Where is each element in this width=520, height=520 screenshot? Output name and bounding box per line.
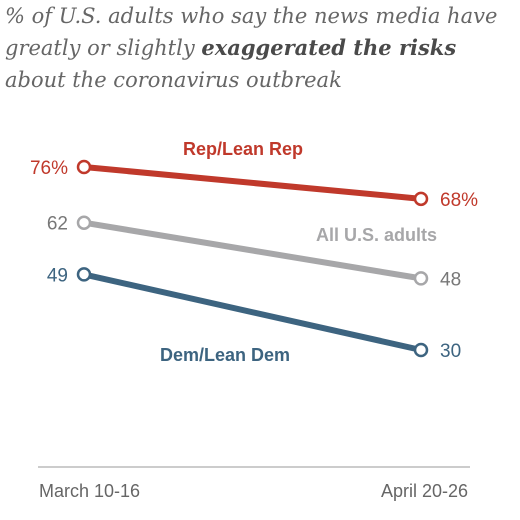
data-label-rep-lean-rep-march: 76% xyxy=(30,158,68,179)
chart-title-part1: % of U.S. adults who say the news media … xyxy=(5,4,498,60)
data-label-all-u-s-adults-march: 62 xyxy=(47,214,68,235)
series-line-dem-lean-dem xyxy=(81,271,424,353)
data-point-all-u-s-adults-march xyxy=(76,215,92,230)
x-tick-label-march: March 10-16 xyxy=(39,481,140,501)
data-point-dem-lean-dem-march xyxy=(76,267,92,282)
data-label-rep-lean-rep-april: 68% xyxy=(440,190,478,211)
series-label-all-u-s-adults: All U.S. adults xyxy=(316,225,437,245)
data-label-dem-lean-dem-april: 30 xyxy=(440,341,461,362)
data-label-all-u-s-adults-april: 48 xyxy=(440,269,461,290)
x-tick-label-april: April 20-26 xyxy=(381,481,468,501)
chart-title-part2: about the coronavirus outbreak xyxy=(5,68,342,92)
series-label-dem-lean-dem: Dem/Lean Dem xyxy=(160,345,290,365)
series-line-all-u-s-adults xyxy=(81,219,424,282)
data-point-all-u-s-adults-april xyxy=(413,271,429,286)
data-point-dem-lean-dem-april xyxy=(413,342,429,358)
data-point-rep-lean-rep-march xyxy=(76,159,92,175)
series-label-rep-lean-rep: Rep/Lean Rep xyxy=(183,139,303,159)
data-label-dem-lean-dem-march: 49 xyxy=(47,265,68,286)
series-line-rep-lean-rep xyxy=(81,164,424,202)
series-layer: 76% 68% Rep/Lean Rep 62 48 All U.S. adults 49 3… xyxy=(30,139,478,365)
data-point-rep-lean-rep-april xyxy=(413,191,429,207)
chart-title-emphasis: exaggerated the risks xyxy=(201,35,457,60)
chart-title: % of U.S. adults who say the news media … xyxy=(5,0,510,96)
